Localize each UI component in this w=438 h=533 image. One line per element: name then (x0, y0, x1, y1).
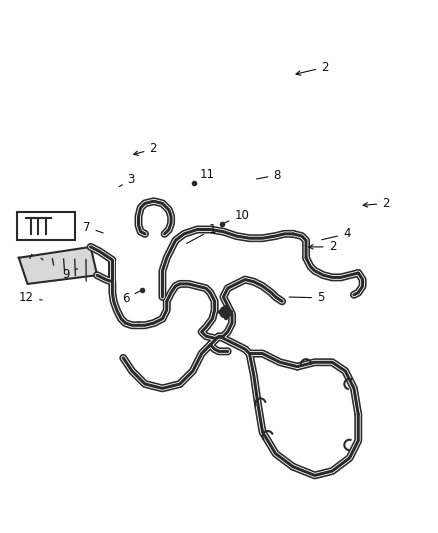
Text: 1: 1 (187, 223, 216, 244)
Text: 3: 3 (119, 173, 135, 187)
Text: 4: 4 (322, 228, 350, 240)
Text: 2: 2 (296, 61, 329, 75)
Text: 12: 12 (19, 292, 42, 304)
Text: 2: 2 (363, 197, 390, 210)
Circle shape (220, 306, 231, 318)
Text: 11: 11 (194, 168, 215, 182)
Text: 5: 5 (289, 292, 324, 304)
Bar (17, 212, 75, 240)
Text: 2: 2 (134, 142, 157, 156)
Text: 9: 9 (63, 268, 78, 281)
Text: 10: 10 (225, 209, 249, 223)
Polygon shape (19, 247, 97, 284)
Text: 7: 7 (83, 221, 103, 234)
Text: 2: 2 (309, 240, 336, 253)
Text: 6: 6 (122, 291, 139, 305)
Text: 8: 8 (257, 168, 281, 182)
